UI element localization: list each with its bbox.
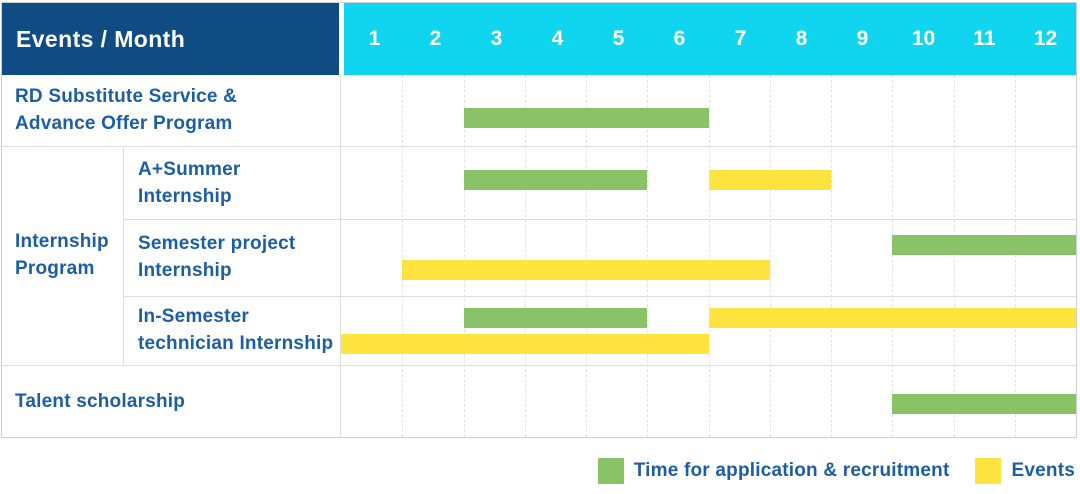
row-label: Semester project Internship [124, 219, 340, 296]
row-label-line: Internship [138, 186, 232, 207]
month-header-4: 4 [551, 27, 564, 50]
row-chart [341, 296, 1076, 365]
month-header-row: 1 2 3 4 5 6 7 8 9 10 11 12 [344, 3, 1076, 75]
events-bar [708, 308, 1076, 328]
legend-label-recruitment: Time for application & recruitment [633, 460, 950, 481]
events-month-gantt-table: Events / Month 1 2 3 4 5 6 7 8 9 10 11 12 RD Substi… [1, 2, 1077, 438]
row-chart [341, 147, 1076, 220]
month-header-6: 6 [673, 27, 686, 50]
group-label-line: Program [15, 258, 95, 279]
row-label: RD Substitute Service & Advance Offer Pr… [2, 75, 340, 146]
header-title-cell: Events / Month [2, 3, 339, 75]
yellow-swatch-icon [975, 458, 1002, 484]
row-label-line: A+Summer [138, 159, 241, 180]
row-label-line: Internship [138, 260, 232, 281]
legend-item-recruitment: Time for application & recruitment [597, 458, 950, 484]
month-gridline [1014, 75, 1016, 437]
row-label: Talent scholarship [2, 366, 340, 438]
events-bar [341, 334, 709, 354]
row-talent-scholarship: Talent scholarship [2, 365, 1076, 438]
legend-label-events: Events [1011, 460, 1075, 481]
events-bar [402, 260, 770, 280]
page-title: Events / Month [16, 25, 186, 52]
row-chart [341, 75, 1076, 146]
month-gridline [586, 75, 587, 437]
month-gridline [953, 75, 955, 437]
group-cell-internship-program: Internship Program [2, 146, 124, 365]
recruitment-bar [463, 170, 648, 190]
row-label: In-Semester technician Internship [124, 296, 340, 365]
month-header-1: 1 [368, 27, 381, 50]
month-gridline [647, 75, 649, 437]
month-header-5: 5 [612, 27, 625, 50]
month-gridline [402, 75, 404, 437]
row-semester-project-internship: Semester project Internship [2, 219, 1076, 296]
month-gridline [524, 75, 526, 437]
row-label-line: Advance Offer Program [15, 113, 233, 134]
row-chart [341, 366, 1076, 438]
green-swatch-icon [597, 458, 624, 484]
group-label-line: Internship [15, 231, 109, 252]
row-chart [341, 219, 1076, 296]
legend: Time for application & recruitment Event… [597, 458, 1075, 484]
month-gridline [463, 75, 465, 437]
row-label: A+Summer Internship [124, 147, 340, 220]
row-label-line: In-Semester [138, 306, 249, 327]
month-header-9: 9 [856, 27, 869, 50]
month-header-7: 7 [734, 27, 747, 50]
label-chart-divider [340, 75, 341, 437]
month-header-12: 12 [1033, 27, 1058, 50]
recruitment-bar [463, 308, 648, 328]
row-in-semester-technician-internship: In-Semester technician Internship [2, 296, 1076, 365]
month-gridline [708, 75, 710, 437]
month-header-3: 3 [490, 27, 503, 50]
recruitment-bar [463, 108, 709, 128]
row-label-line: Talent scholarship [15, 391, 186, 412]
month-gridline [892, 75, 894, 437]
row-label-line: Semester project [138, 233, 296, 254]
row-label-line: technician Internship [138, 333, 334, 354]
row-label-line: RD Substitute Service & [15, 86, 238, 107]
month-header-10: 10 [911, 27, 936, 50]
recruitment-bar [892, 235, 1076, 255]
month-gridline [769, 75, 771, 437]
month-header-8: 8 [795, 27, 808, 50]
events-bar [708, 170, 831, 190]
row-rd-substitute: RD Substitute Service & Advance Offer Pr… [2, 75, 1076, 146]
row-a-plus-summer-internship: A+Summer Internship [2, 146, 1076, 220]
recruitment-bar [892, 394, 1076, 414]
month-header-2: 2 [429, 27, 442, 50]
month-gridline [831, 75, 832, 437]
month-header-11: 11 [973, 27, 996, 50]
legend-item-events: Events [975, 458, 1075, 484]
